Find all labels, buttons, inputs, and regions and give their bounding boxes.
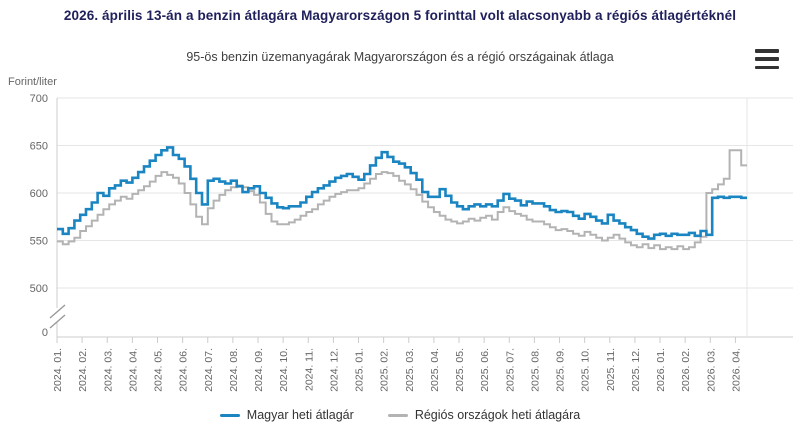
y-axis-tick-label: 600 (30, 188, 48, 200)
legend: Magyar heti átlagár Régiós országok heti … (0, 408, 800, 422)
x-axis-tick-label: 2025. 10. (580, 348, 592, 392)
legend-swatch-icon (387, 413, 408, 417)
legend-label: Magyar heti átlagár (246, 408, 354, 422)
x-axis-tick-label: 2026. 01. (655, 348, 667, 392)
page-title: 2026. április 13-án a benzin átlagára Ma… (63, 8, 737, 23)
x-axis-tick-label: 2025. 04. (429, 348, 441, 392)
x-axis-tick-label: 2025. 07. (504, 348, 516, 392)
x-axis-tick-label: 2025. 08. (529, 348, 541, 392)
legend-item[interactable]: Magyar heti átlagár (219, 408, 354, 422)
legend-swatch-icon (219, 413, 240, 417)
chart-subtitle: 95-ös benzin üzemanyagárak Magyarországo… (186, 50, 614, 64)
y-axis-title: Forint/liter (8, 76, 57, 88)
x-axis-tick-label: 2025. 06. (479, 348, 491, 392)
x-axis-tick-label: 2025. 03. (404, 348, 416, 392)
x-axis-tick-label: 2026. 02. (680, 348, 692, 392)
series-hungarian-weekly-average (57, 146, 747, 240)
x-axis-tick-label: 2024. 10. (278, 348, 290, 392)
x-axis-tick-label: 2024. 02. (77, 348, 89, 392)
x-axis-tick-label: 2025. 09. (555, 348, 567, 392)
x-axis-tick-label: 2024. 07. (203, 348, 215, 392)
x-axis-tick-label: 2024. 11. (303, 348, 315, 391)
legend-item[interactable]: Régiós országok heti átlagára (387, 408, 581, 422)
y-axis-tick-label: 550 (30, 236, 48, 248)
x-axis-tick-label: 2024. 04. (127, 348, 139, 392)
x-axis-tick-label: 2024. 06. (178, 348, 190, 392)
x-axis-tick-label: 2024. 03. (102, 348, 114, 392)
x-axis-tick-label: 2024. 09. (253, 348, 265, 392)
x-axis-tick-label: 2024. 05. (153, 348, 165, 392)
x-axis-tick-label: 2026. 03. (705, 348, 717, 392)
y-axis-zero-label: 0 (42, 327, 48, 339)
x-axis-tick-label: 2024. 01. (52, 348, 64, 392)
x-axis-tick-label: 2025. 05. (454, 348, 466, 392)
x-axis-tick-label: 2024. 08. (228, 348, 240, 392)
x-axis-tick-label: 2026. 04. (730, 348, 742, 392)
x-axis-tick-label: 2025. 12. (630, 348, 642, 392)
hamburger-menu-icon[interactable] (755, 49, 779, 69)
x-axis-tick-label: 2025. 02. (379, 348, 391, 392)
axis-break-icon (49, 314, 66, 329)
legend-label: Régiós országok heti átlagára (414, 408, 581, 422)
axis-break-icon (49, 304, 66, 319)
y-axis-tick-label: 650 (30, 141, 48, 153)
x-axis-tick-label: 2025. 01. (354, 348, 366, 392)
x-axis-tick-label: 2024. 12. (328, 348, 340, 392)
x-axis-tick-label: 2025. 11. (605, 348, 617, 391)
y-axis-tick-label: 500 (30, 283, 48, 295)
y-axis-tick-label: 700 (30, 93, 48, 105)
series-regional-weekly-average (57, 149, 747, 251)
